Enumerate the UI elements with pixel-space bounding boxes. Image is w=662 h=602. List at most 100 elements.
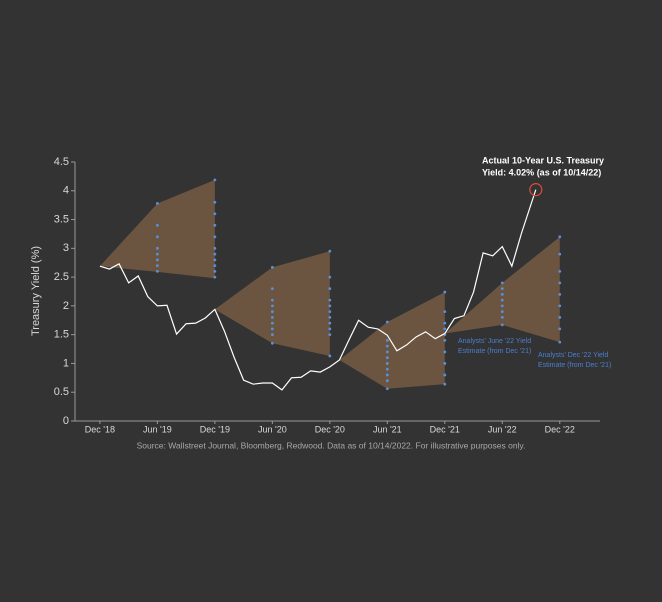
estimate-dot [443,382,447,386]
estimate-dot [270,287,274,291]
y-tick-label: 3.5 [54,213,69,225]
y-tick-label: 4.5 [54,156,69,168]
forecast-fan [214,251,330,356]
y-tick-label: 2 [63,300,69,312]
estimate-dot [443,339,447,342]
estimate-dot [443,373,447,377]
y-tick-label: 4 [63,185,69,197]
estimate-dot [328,275,332,279]
estimate-dot [155,258,159,262]
y-tick-label: 1 [63,357,69,369]
estimate-dot [443,350,447,354]
annotation: Actual 10-Year U.S. Treasury [482,155,604,165]
estimate-dot [213,200,217,204]
annotation: Analysts' Dec '22 Yield [538,352,608,359]
estimate-dot [270,321,274,325]
estimate-dot [270,265,274,269]
estimate-dot [155,246,159,250]
estimate-dot [155,202,159,205]
estimate-dot [328,287,332,291]
estimate-dot [155,252,159,256]
x-tick-label: Jun '20 [258,424,287,434]
estimate-dot [558,292,562,296]
annotation: Analysts' June '22 Yield [458,338,531,345]
estimate-dot [443,327,447,331]
estimate-dot [213,235,217,239]
estimate-dot [558,281,562,285]
estimate-dot [328,327,332,331]
estimate-dot [558,340,562,344]
y-tick-label: 0.5 [54,386,69,398]
estimate-dot [270,316,274,319]
estimate-dot [385,320,389,324]
estimate-dot [500,292,504,296]
estimate-dot [500,323,504,327]
estimate-dot [328,304,332,308]
annotation: Estimate (from Dec '21) [458,348,531,355]
estimate-dot [443,321,447,325]
estimate-dot [270,298,274,302]
estimate-dot [500,287,504,291]
x-tick-label: Dec '19 [200,424,230,434]
estimate-dot [385,387,389,391]
estimate-dot [558,327,562,331]
estimate-dot [558,304,562,308]
estimate-dot [500,316,504,319]
x-tick-label: Dec '20 [315,424,345,434]
yield-line [99,189,537,391]
estimate-dot [558,269,562,273]
estimate-dot [385,373,389,377]
estimate-dot [270,341,274,345]
estimate-dot [385,344,389,348]
estimate-dot [385,379,389,383]
estimate-dot [328,310,332,314]
estimate-dot [500,310,504,314]
estimate-dot [270,304,274,308]
estimate-dot [328,316,332,319]
x-tick-label: Dec '18 [85,424,115,434]
estimate-dot [385,356,389,360]
estimate-dot [213,269,217,273]
estimate-dot [500,281,504,285]
y-tick-label: 1.5 [54,329,69,341]
x-tick-label: Jun '22 [488,424,517,434]
annotation: Yield: 4.02% (as of 10/14/22) [482,167,601,177]
estimate-dot [270,327,274,331]
estimate-dot [385,339,389,342]
annotation: Estimate (from Dec '21) [538,362,611,369]
estimate-dot [213,264,217,267]
x-tick-label: Dec '22 [545,424,575,434]
estimate-dot [213,212,217,216]
estimate-dot [500,304,504,308]
latest-highlight [529,183,543,197]
estimate-dot [155,235,159,239]
estimate-dot [213,178,217,182]
x-tick-label: Jun '21 [373,424,402,434]
estimate-dot [443,290,447,294]
estimate-dot [213,258,217,262]
estimate-dot [558,252,562,256]
forecast-fan [339,292,445,389]
estimate-dot [213,223,217,227]
x-tick-label: Dec '21 [430,424,460,434]
estimate-dot [213,275,217,279]
estimate-dot [385,367,389,371]
estimate-dot [328,333,332,337]
estimate-dot [385,362,389,365]
estimate-dot [328,354,332,358]
estimate-dot [385,350,389,354]
x-tick-label: Jun '19 [143,424,172,434]
estimate-dot [155,269,159,273]
forecast-fan [99,179,215,279]
estimate-dot [558,316,562,319]
estimate-dot [328,321,332,325]
y-tick-label: 0 [63,415,69,427]
source-note: Source: Wallstreet Journal, Bloomberg, R… [137,440,526,450]
estimate-dot [328,298,332,302]
estimate-dot [328,249,332,253]
estimate-dot [213,246,217,250]
y-axis-label: Treasury Yield (%) [30,246,42,336]
estimate-dot [500,298,504,302]
estimate-dot [443,310,447,314]
